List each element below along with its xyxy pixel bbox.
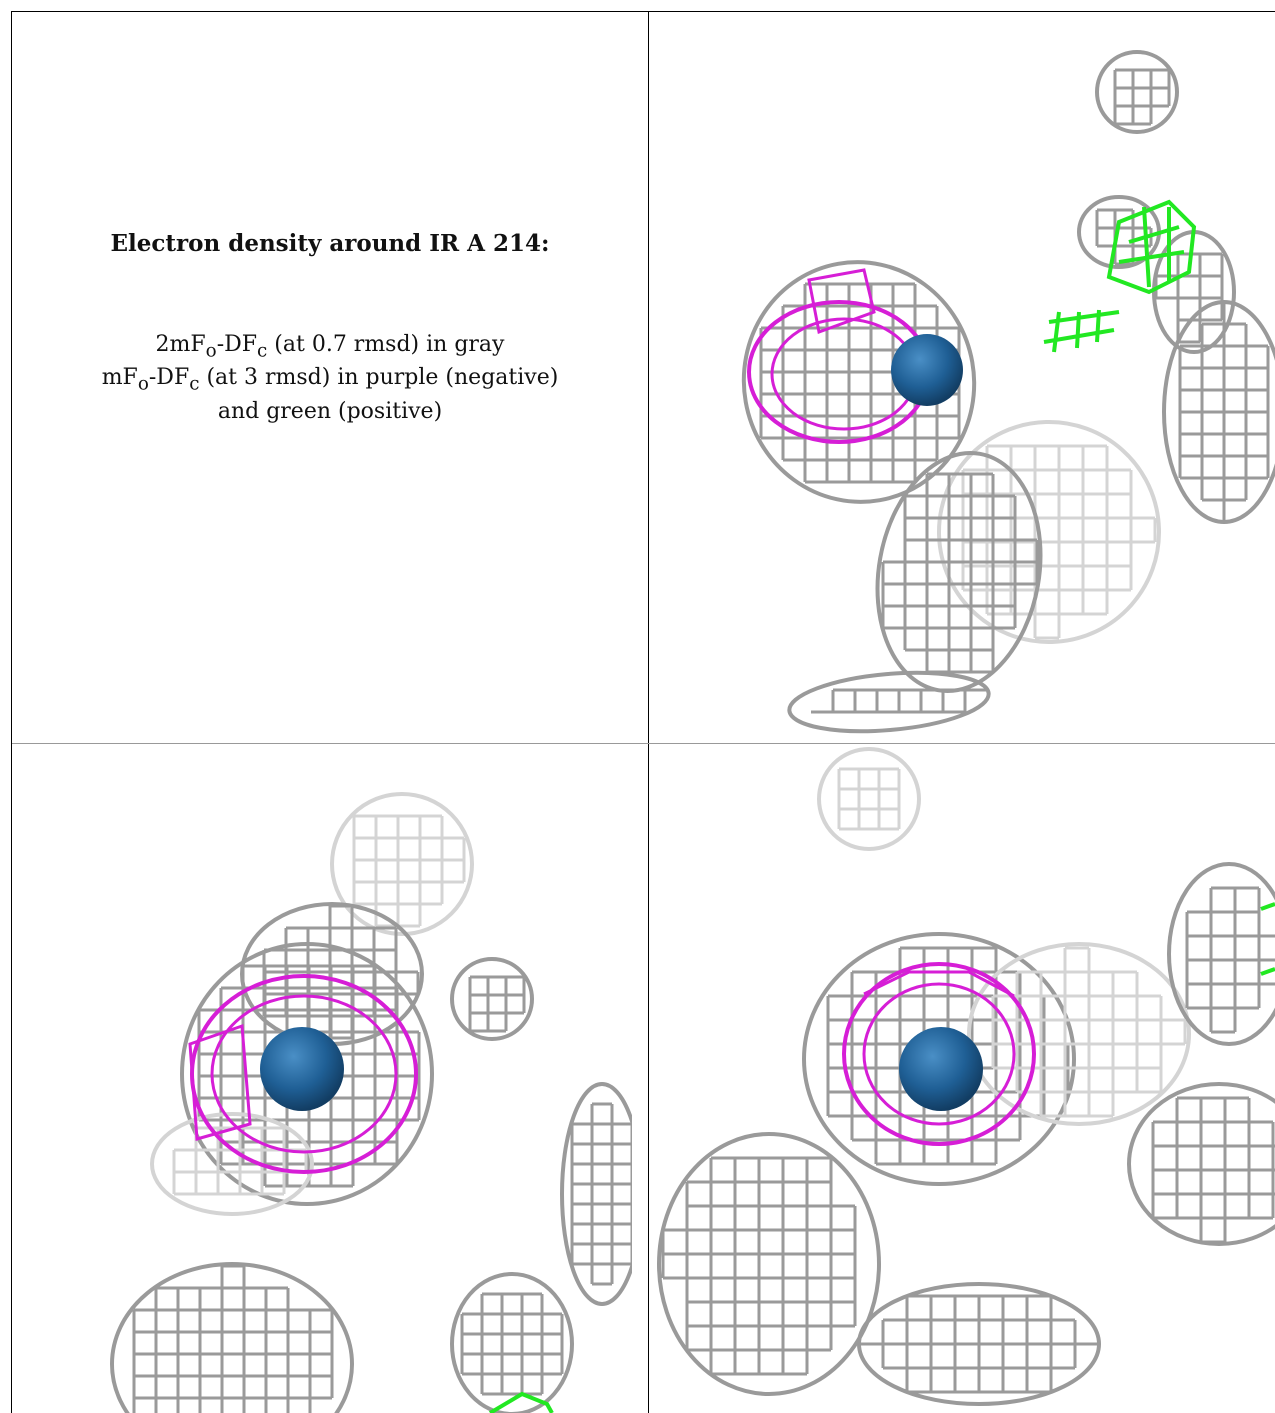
- negative-density-lobe: [807, 268, 876, 335]
- frame-middle-divider: [648, 11, 649, 1413]
- caption-panel: Electron density around IR A 214: 2mFo-D…: [12, 230, 648, 425]
- density-mesh-view: [657, 747, 1275, 1406]
- ion-sphere: [260, 1027, 344, 1111]
- density-view-bottom-left: [12, 744, 632, 1413]
- caption-line-gray: 2mFo-DFc (at 0.7 rmsd) in gray: [155, 332, 505, 362]
- density-mesh-view: [110, 792, 632, 1413]
- caption-line-positive: and green (positive): [217, 398, 443, 424]
- frame-left-border: [11, 11, 12, 744]
- negative-density-lobe: [188, 1023, 252, 1141]
- caption-title: Electron density around IR A 214:: [110, 230, 550, 257]
- frame-left-border-lower: [11, 744, 12, 1413]
- gray-density-mesh: [657, 747, 1275, 1406]
- density-mesh-view: [741, 50, 1275, 734]
- positive-density-mesh: [1260, 902, 1275, 976]
- caption-line-difference: mFo-DFc (at 3 rmsd) in purple (negative): [101, 365, 559, 395]
- positive-density-mesh: [1043, 199, 1197, 353]
- negative-density-cap: [863, 970, 1015, 998]
- negative-density-mesh: [842, 962, 1036, 1146]
- positive-density-mesh: [488, 1391, 554, 1413]
- ion-sphere: [891, 334, 963, 406]
- ion-sphere: [899, 1027, 983, 1111]
- negative-density-mesh-inner: [862, 982, 1016, 1126]
- negative-density-mesh-inner: [210, 994, 398, 1154]
- gray-density-mesh: [110, 792, 632, 1413]
- frame-row-divider: [12, 743, 1275, 744]
- gray-density-mesh: [741, 50, 1275, 734]
- frame-top-border: [12, 11, 1275, 12]
- density-view-top-right: [649, 12, 1275, 743]
- density-view-bottom-right: [649, 744, 1275, 1413]
